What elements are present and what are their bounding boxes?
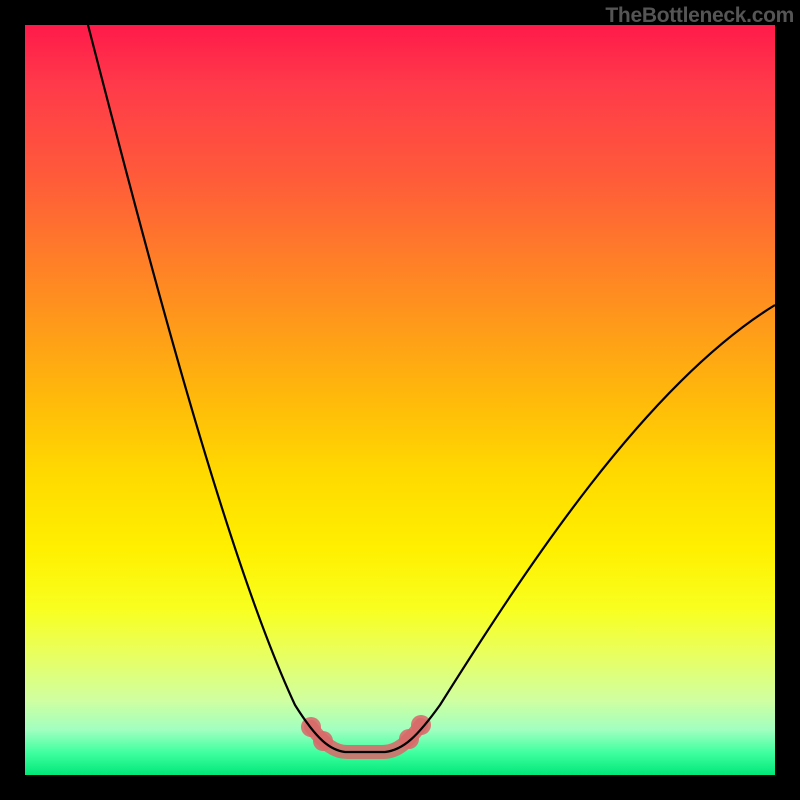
highlight-valley (301, 715, 431, 752)
chart-container: TheBottleneck.com (0, 0, 800, 800)
plot-area (25, 25, 775, 775)
curve-layer (25, 25, 775, 775)
watermark-text: TheBottleneck.com (605, 4, 794, 28)
main-curve (88, 25, 775, 752)
